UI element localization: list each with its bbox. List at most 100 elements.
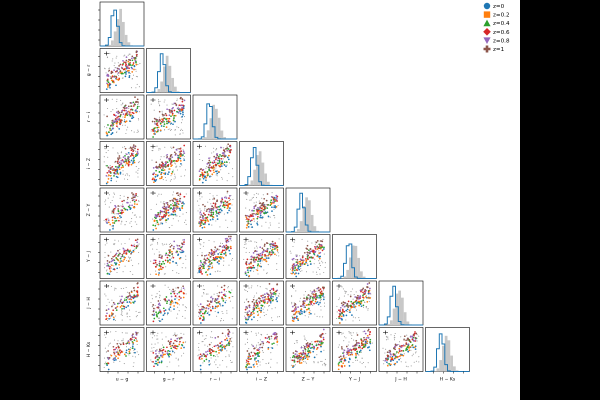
data-point bbox=[357, 346, 360, 349]
data-point bbox=[167, 218, 169, 220]
data-point-background bbox=[261, 350, 264, 352]
data-point-background bbox=[128, 309, 131, 311]
data-point-background bbox=[104, 68, 106, 70]
data-point bbox=[261, 304, 264, 307]
data-point bbox=[210, 351, 212, 354]
data-point bbox=[136, 151, 139, 153]
data-point bbox=[158, 254, 161, 256]
data-point-background bbox=[201, 268, 203, 270]
data-point bbox=[348, 309, 351, 312]
data-point bbox=[246, 368, 248, 371]
data-point-background bbox=[162, 115, 164, 117]
data-point bbox=[170, 299, 173, 302]
data-point bbox=[180, 290, 183, 293]
histogram-bar bbox=[176, 91, 180, 93]
data-point bbox=[207, 307, 210, 310]
data-point-background bbox=[114, 287, 116, 289]
data-point-background bbox=[308, 316, 310, 318]
data-point-background bbox=[108, 206, 110, 208]
data-point-background bbox=[112, 304, 114, 306]
data-point-background bbox=[289, 250, 291, 252]
data-point bbox=[261, 216, 264, 219]
data-point-background bbox=[273, 339, 275, 341]
data-point bbox=[116, 160, 119, 163]
data-point-background bbox=[362, 306, 365, 308]
histogram-bar bbox=[392, 308, 396, 325]
data-point-background bbox=[278, 222, 280, 224]
data-point bbox=[173, 159, 176, 162]
data-point-background bbox=[311, 341, 313, 343]
data-point bbox=[181, 98, 184, 100]
data-point bbox=[292, 365, 294, 367]
data-point bbox=[167, 312, 169, 314]
error-bar bbox=[150, 98, 156, 102]
data-point bbox=[340, 311, 343, 314]
data-point bbox=[405, 347, 408, 350]
data-point bbox=[296, 360, 299, 363]
data-point bbox=[152, 173, 155, 176]
data-point bbox=[207, 213, 210, 216]
data-point bbox=[302, 301, 305, 303]
data-point bbox=[123, 353, 126, 356]
data-point bbox=[396, 351, 398, 353]
data-point bbox=[304, 257, 307, 260]
data-point bbox=[109, 223, 112, 226]
data-point-background bbox=[305, 350, 307, 352]
data-point-background bbox=[172, 194, 174, 196]
panel-6-3 bbox=[239, 280, 284, 326]
data-point-background bbox=[108, 343, 110, 345]
data-point bbox=[178, 207, 181, 210]
data-point-background bbox=[111, 98, 113, 100]
data-point-background bbox=[176, 215, 178, 217]
data-point bbox=[173, 151, 176, 154]
data-point bbox=[307, 294, 310, 296]
data-point bbox=[257, 208, 260, 211]
data-point bbox=[123, 61, 125, 64]
error-bar bbox=[104, 144, 109, 149]
data-point-background bbox=[320, 299, 322, 301]
data-point-background bbox=[131, 218, 133, 220]
data-point-background bbox=[115, 315, 117, 317]
data-point bbox=[119, 163, 122, 166]
data-point-background bbox=[212, 195, 214, 197]
data-point bbox=[204, 221, 207, 224]
data-point bbox=[266, 204, 269, 206]
data-point-background bbox=[209, 306, 211, 308]
data-point-background bbox=[120, 223, 122, 225]
data-point bbox=[172, 256, 175, 259]
data-point bbox=[226, 190, 229, 193]
data-point bbox=[249, 266, 252, 269]
data-point bbox=[133, 200, 136, 203]
data-point-background bbox=[157, 338, 159, 340]
data-point-background bbox=[109, 165, 111, 167]
data-point-background bbox=[400, 357, 402, 359]
data-point-background bbox=[117, 153, 119, 155]
data-point bbox=[307, 348, 310, 350]
data-point bbox=[123, 305, 126, 308]
data-point bbox=[181, 251, 184, 254]
data-point-background bbox=[225, 356, 227, 358]
data-point-background bbox=[253, 351, 255, 353]
data-point bbox=[313, 296, 315, 298]
data-point bbox=[275, 198, 278, 201]
data-point bbox=[273, 245, 276, 248]
data-point bbox=[181, 245, 184, 248]
data-point-background bbox=[103, 161, 105, 163]
data-point bbox=[346, 303, 349, 305]
data-point bbox=[157, 300, 160, 302]
data-point bbox=[259, 346, 261, 349]
data-point-background bbox=[362, 331, 364, 333]
data-point bbox=[119, 300, 122, 302]
data-point bbox=[135, 199, 138, 202]
data-point-background bbox=[265, 287, 267, 289]
data-point bbox=[268, 338, 271, 340]
data-point-background bbox=[205, 167, 207, 169]
data-point bbox=[224, 238, 227, 240]
data-point bbox=[114, 348, 117, 351]
data-point bbox=[363, 336, 365, 339]
data-point-background bbox=[178, 106, 180, 108]
data-point-background bbox=[121, 319, 123, 321]
data-point bbox=[181, 343, 183, 346]
data-point bbox=[244, 317, 247, 319]
